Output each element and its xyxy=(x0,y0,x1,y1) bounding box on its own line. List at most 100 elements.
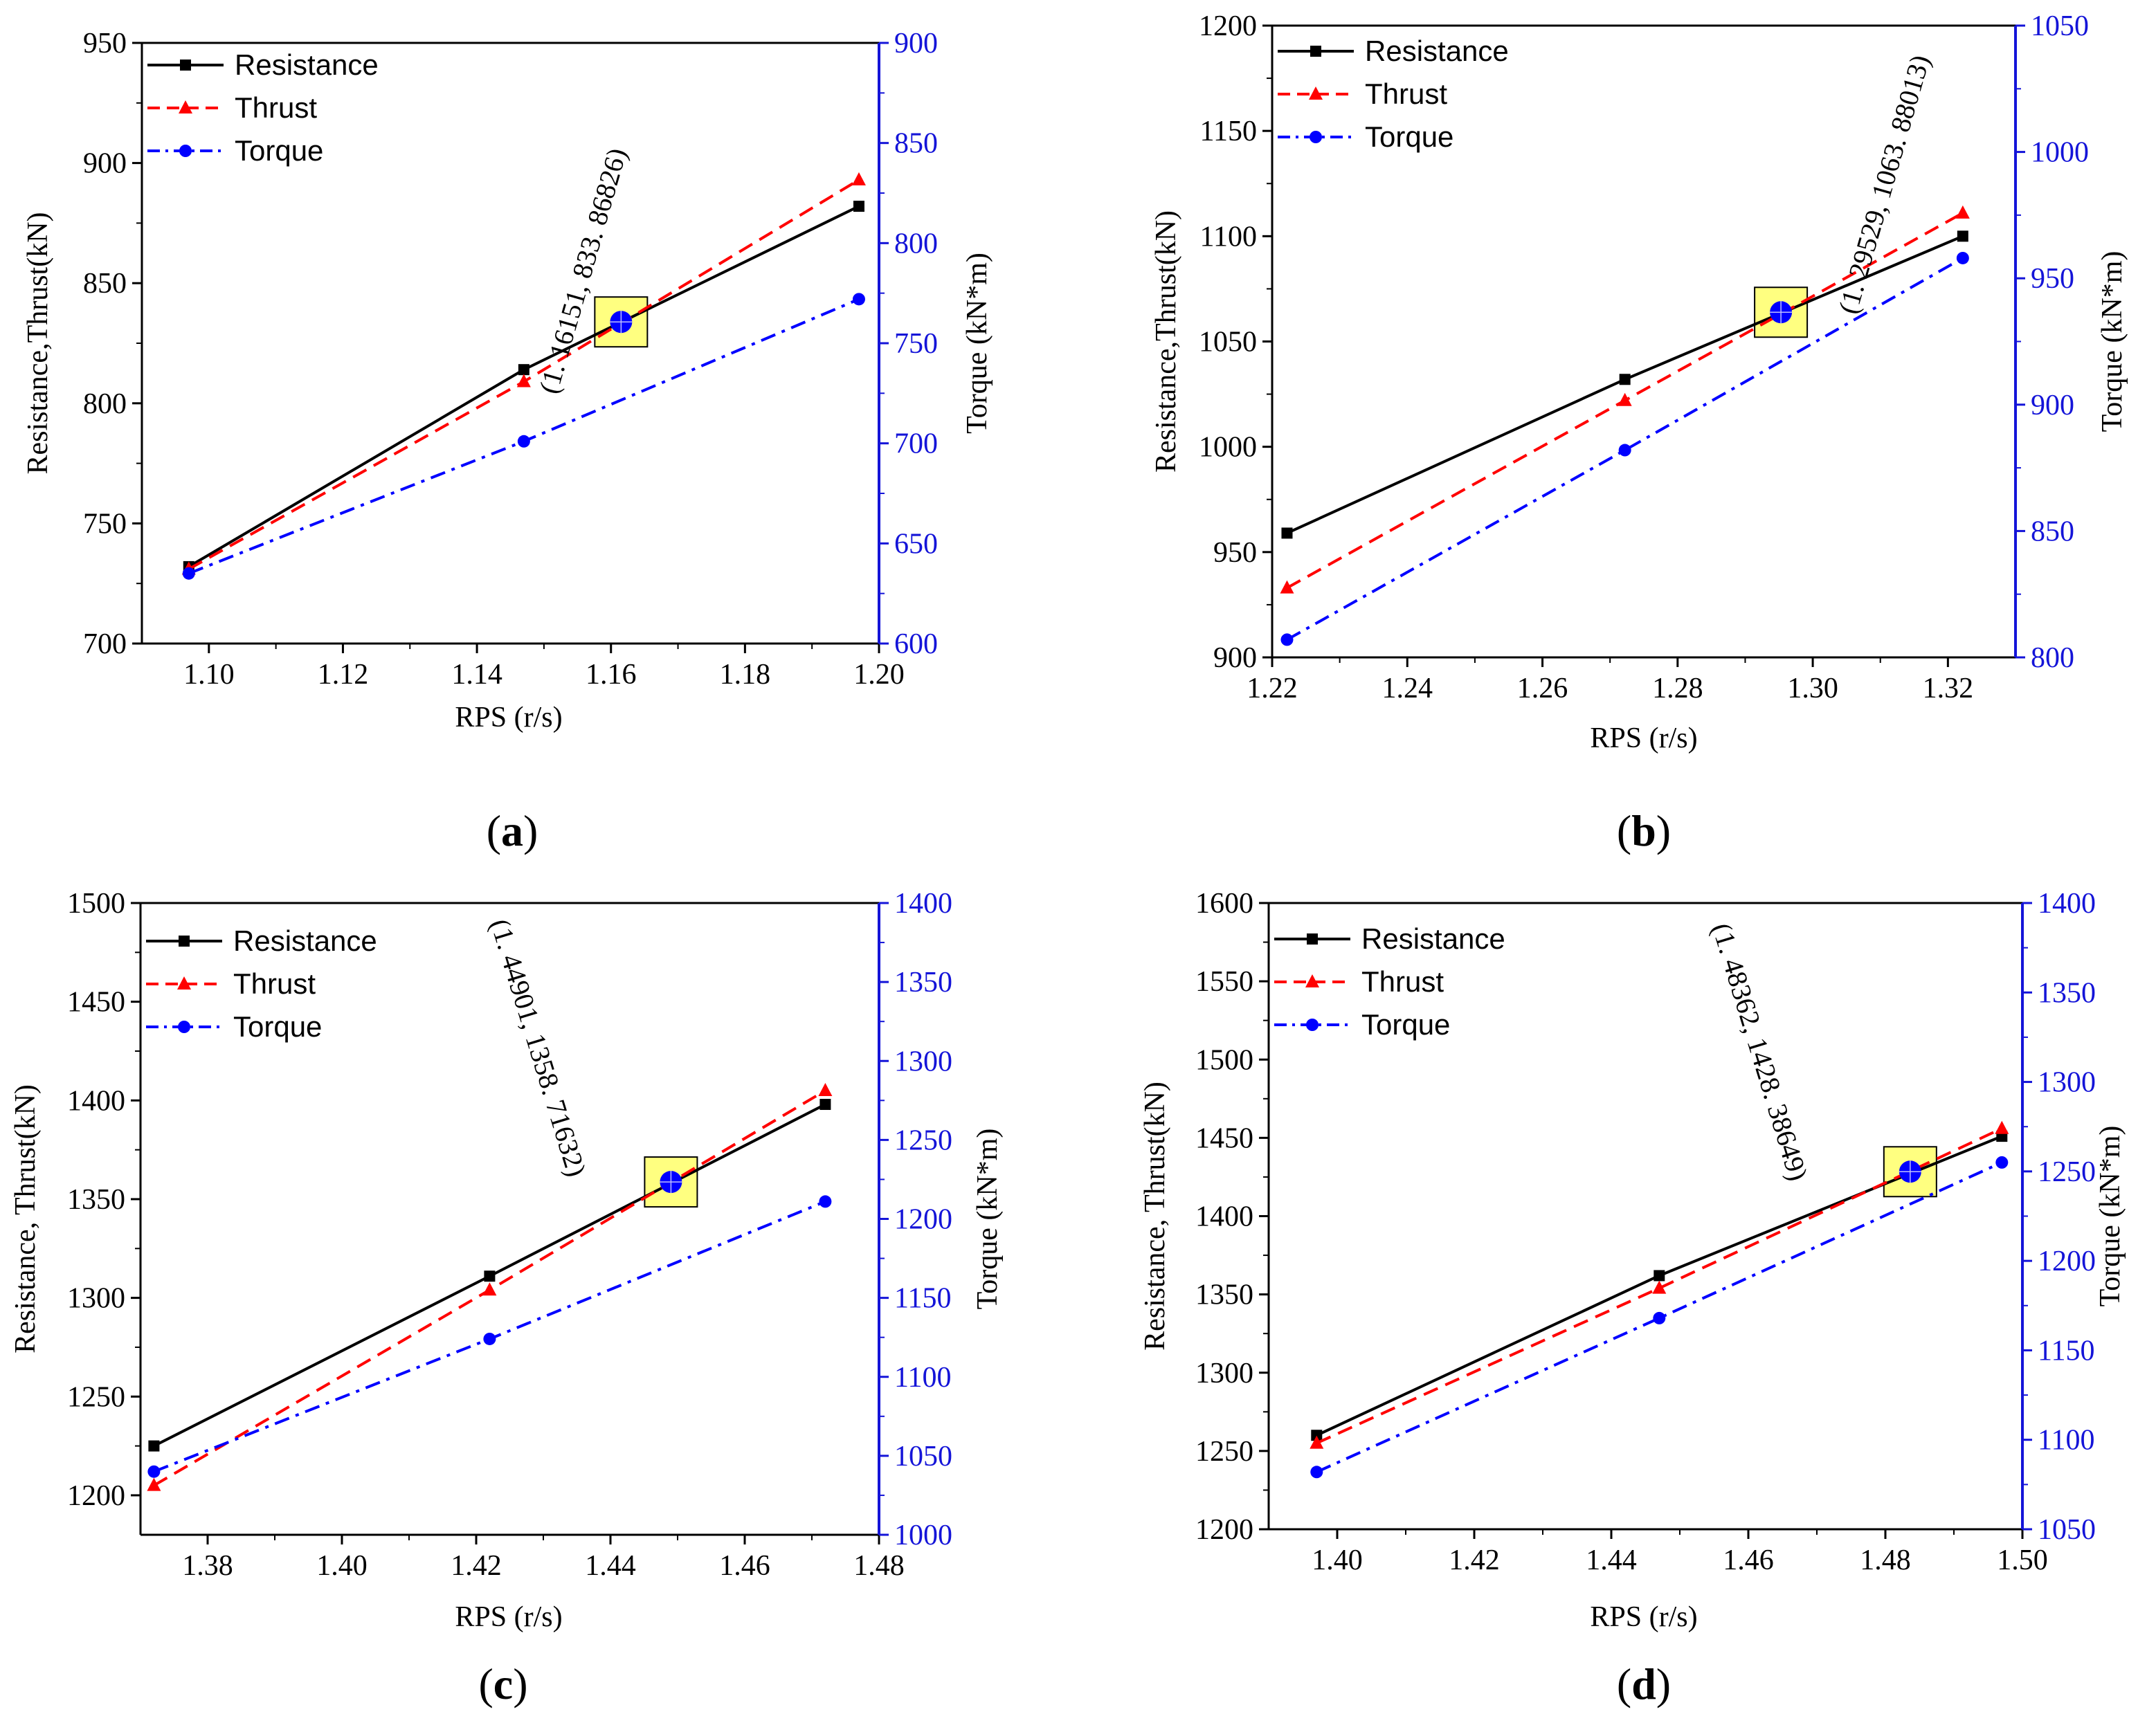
y-tick-label: 900 xyxy=(1213,642,1257,674)
y2-tick-label: 1150 xyxy=(894,1283,951,1315)
y2-tick-label: 1000 xyxy=(2031,137,2089,169)
y-tick-label: 1250 xyxy=(67,1381,125,1413)
y-tick-label: 1500 xyxy=(67,888,125,920)
y2-axis-label: Torque (kN*m) xyxy=(972,1129,1004,1310)
x-tick-label: 1.20 xyxy=(853,659,905,691)
x-tick-label: 1.28 xyxy=(1652,673,1703,704)
y-axis-label: Resistance, Thrust(kN) xyxy=(1139,1082,1171,1351)
y-tick-label: 1500 xyxy=(1195,1044,1253,1076)
legend-item-resistance: Resistance xyxy=(1278,35,1509,67)
y2-axis-label: Torque (kN*m) xyxy=(961,253,993,434)
y2-tick-label: 950 xyxy=(2031,263,2074,295)
series-thrust xyxy=(1280,205,1970,594)
torque-point xyxy=(1995,1156,2009,1169)
y-tick-label: 1450 xyxy=(1195,1122,1253,1154)
y-tick-label: 1000 xyxy=(1199,432,1257,464)
y2-tick-label: 1200 xyxy=(2038,1246,2096,1277)
panel-label-c: (c) xyxy=(478,1659,527,1708)
legend-item-resistance: Resistance xyxy=(146,924,377,957)
torque-point xyxy=(852,293,865,306)
legend-label: Thrust xyxy=(233,967,316,1000)
y-tick-label: 850 xyxy=(83,268,127,300)
legend-item-torque: Torque xyxy=(146,1010,322,1043)
x-tick-label: 1.42 xyxy=(451,1550,502,1582)
legend-label: Resistance xyxy=(1365,35,1509,67)
series-resistance xyxy=(1281,230,1968,539)
y2-tick-label: 1400 xyxy=(2038,888,2096,920)
y2-tick-label: 1100 xyxy=(2038,1425,2094,1457)
intersection-annotation: (1. 29529, 1063. 88013) xyxy=(1832,51,1936,317)
panel-label-b: (b) xyxy=(1617,806,1671,855)
y-tick-label: 950 xyxy=(1213,537,1257,569)
resistance-point xyxy=(1281,527,1293,539)
y-axis-label: Resistance, Thrust(kN) xyxy=(10,1084,42,1353)
legend-swatch-marker xyxy=(1310,131,1322,143)
x-tick-label: 1.40 xyxy=(1312,1544,1363,1576)
intersection-annotation: (1. 16151, 833. 86826) xyxy=(533,145,633,397)
y2-tick-label: 850 xyxy=(894,128,938,160)
y2-tick-label: 1400 xyxy=(894,888,952,920)
legend-swatch-marker xyxy=(1306,1019,1319,1031)
y2-tick-label: 1250 xyxy=(894,1124,952,1156)
x-tick-label: 1.44 xyxy=(585,1550,636,1582)
y-tick-label: 1150 xyxy=(1200,116,1257,147)
y-tick-label: 1400 xyxy=(67,1085,125,1117)
resistance-point xyxy=(1957,230,1968,242)
resistance-point xyxy=(819,1099,831,1111)
legend-label: Thrust xyxy=(235,91,317,124)
y-tick-label: 1200 xyxy=(1195,1514,1253,1546)
thrust-point xyxy=(1995,1120,2009,1134)
series-thrust xyxy=(147,1083,833,1491)
y-tick-label: 800 xyxy=(83,388,127,420)
x-tick-label: 1.44 xyxy=(1586,1544,1637,1576)
x-axis-label: RPS (r/s) xyxy=(455,702,562,733)
legend-swatch-marker xyxy=(177,976,191,990)
legend-swatch-marker xyxy=(179,100,192,113)
torque-point xyxy=(1618,444,1631,457)
legend-swatch-marker xyxy=(180,60,191,71)
series-torque xyxy=(1280,251,1969,646)
resistance-point xyxy=(484,1270,496,1282)
y2-axis-label: Torque (kN*m) xyxy=(2096,251,2128,432)
y-tick-label: 1550 xyxy=(1195,966,1253,998)
x-tick-label: 1.22 xyxy=(1247,673,1298,704)
y2-tick-label: 1050 xyxy=(2038,1514,2096,1546)
y-tick-label: 700 xyxy=(83,628,127,660)
legend-swatch-marker xyxy=(1307,933,1318,945)
torque-point xyxy=(483,1332,496,1345)
resistance-point xyxy=(518,364,529,376)
chart-panel-c: 1.38 1.40 1.42 1.44 1.46 1.48 1200 1250 1300 1350… xyxy=(10,888,1004,1708)
thrust-point xyxy=(1280,580,1294,594)
torque-point xyxy=(1310,1466,1323,1479)
legend-label: Resistance xyxy=(1361,922,1505,955)
y2-tick-label: 800 xyxy=(894,228,938,259)
y2-tick-label: 1050 xyxy=(2031,10,2089,42)
thrust-point xyxy=(147,1477,161,1491)
legend-label: Resistance xyxy=(235,48,379,81)
legend-item-thrust: Thrust xyxy=(147,91,317,124)
y2-tick-label: 1300 xyxy=(894,1046,952,1077)
y2-tick-label: 1150 xyxy=(2038,1335,2094,1367)
y-tick-label: 900 xyxy=(83,148,127,180)
series-torque xyxy=(182,293,865,580)
x-tick-label: 1.30 xyxy=(1787,673,1838,704)
thrust-point xyxy=(818,1083,833,1097)
torque-point xyxy=(182,567,195,580)
y2-tick-label: 850 xyxy=(2031,516,2074,547)
x-axis-label: RPS (r/s) xyxy=(1590,722,1697,754)
thrust-point xyxy=(1618,392,1632,406)
legend-item-resistance: Resistance xyxy=(147,48,379,81)
legend-item-resistance: Resistance xyxy=(1274,922,1505,955)
x-tick-label: 1.38 xyxy=(182,1550,233,1582)
y-tick-label: 1600 xyxy=(1195,888,1253,920)
legend-item-thrust: Thrust xyxy=(1278,78,1447,110)
intersection-annotation: (1. 44901, 1358. 71632) xyxy=(484,915,592,1180)
y-tick-label: 1400 xyxy=(1195,1201,1253,1233)
thrust-point xyxy=(1652,1280,1667,1294)
torque-point xyxy=(1956,251,1969,264)
y2-tick-label: 700 xyxy=(894,428,938,460)
y-axis-label: Resistance,Thrust(kN) xyxy=(22,212,54,474)
x-tick-label: 1.24 xyxy=(1382,673,1433,704)
resistance-point xyxy=(1311,1430,1323,1441)
